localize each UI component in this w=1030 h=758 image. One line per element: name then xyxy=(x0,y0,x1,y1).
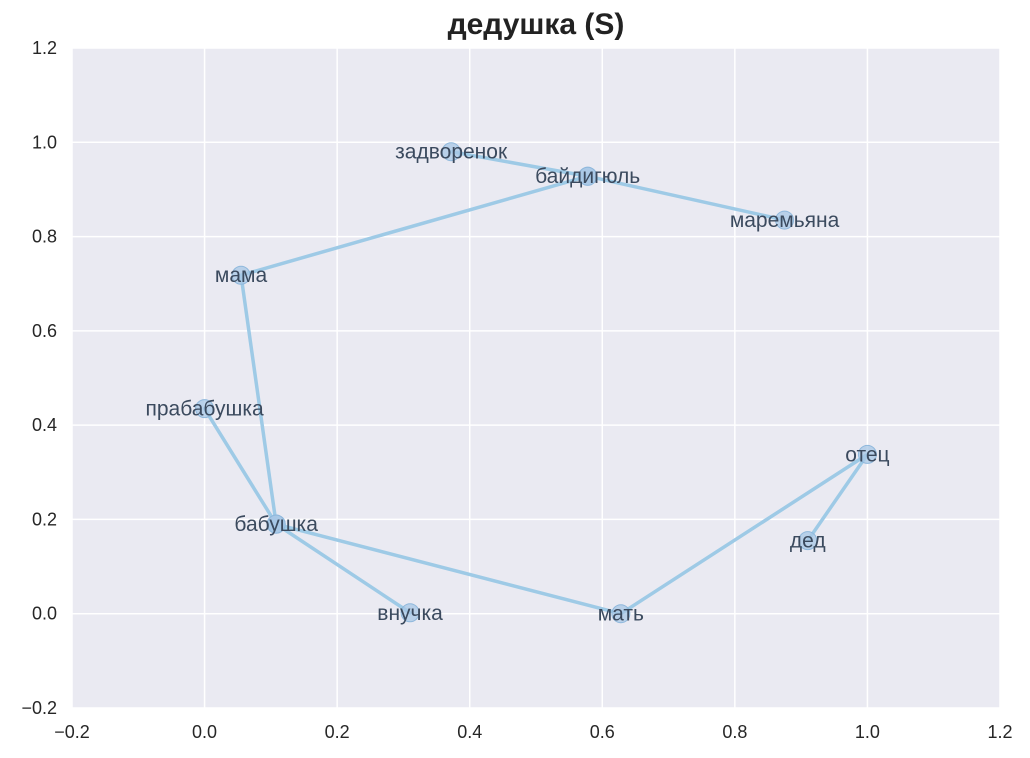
x-tick-label: 0.8 xyxy=(722,722,747,742)
data-point xyxy=(195,399,215,419)
y-tick-label: 1.2 xyxy=(32,38,57,58)
point-label: маремьяна xyxy=(730,209,840,232)
data-point xyxy=(857,444,877,464)
x-tick-label: 0.6 xyxy=(590,722,615,742)
x-tick-label: 0.2 xyxy=(325,722,350,742)
point-label: внучка xyxy=(377,602,443,625)
x-tick-label: 1.0 xyxy=(855,722,880,742)
y-tick-label: −0.2 xyxy=(21,698,57,718)
y-tick-label: 0.8 xyxy=(32,227,57,247)
data-point xyxy=(400,603,420,623)
data-point xyxy=(798,531,818,551)
x-tick-label: −0.2 xyxy=(54,722,90,742)
point-label: прабабушка xyxy=(145,398,264,421)
point-label: бабушка xyxy=(234,513,318,536)
y-tick-label: 1.0 xyxy=(32,132,57,152)
data-point xyxy=(775,210,795,230)
point-label: мама xyxy=(215,264,268,287)
point-label: задворенок xyxy=(395,141,508,164)
data-point xyxy=(611,604,631,624)
data-point xyxy=(266,514,286,534)
point-label: дед xyxy=(790,530,826,553)
x-tick-label: 1.2 xyxy=(987,722,1012,742)
y-tick-label: 0.0 xyxy=(32,604,57,624)
y-tick-label: 0.6 xyxy=(32,321,57,341)
y-tick-label: 0.4 xyxy=(32,415,57,435)
y-tick-label: 0.2 xyxy=(32,509,57,529)
point-label: байдигюль xyxy=(535,165,640,188)
data-point xyxy=(578,166,598,186)
point-label: отец xyxy=(845,443,889,466)
x-tick-label: 0.4 xyxy=(457,722,482,742)
data-point xyxy=(231,265,251,285)
x-tick-label: 0.0 xyxy=(192,722,217,742)
chart-title: дедушка (S) xyxy=(447,8,625,41)
point-label: мать xyxy=(598,603,644,626)
plot-area xyxy=(72,48,1000,708)
data-point xyxy=(441,142,461,162)
